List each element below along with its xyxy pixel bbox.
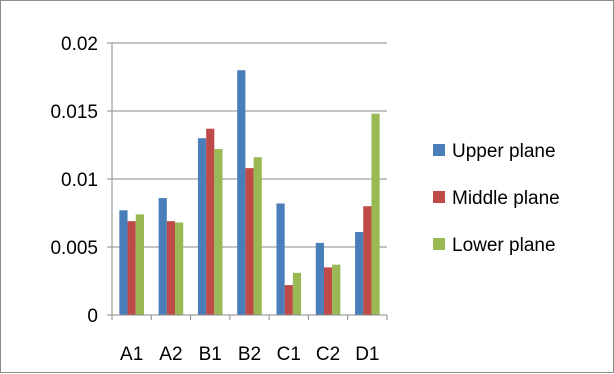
legend-label: Middle plane xyxy=(452,188,560,209)
bar xyxy=(166,221,176,315)
legend-swatch xyxy=(433,144,445,156)
y-tick-label: 0.01 xyxy=(61,170,98,191)
x-tick-label: A1 xyxy=(120,344,143,365)
bar xyxy=(315,242,324,315)
legend: Upper plane Middle plane Lower plane xyxy=(433,141,560,256)
x-tick-label: B2 xyxy=(238,344,261,365)
x-tick-label: C2 xyxy=(316,344,340,365)
legend-label: Upper plane xyxy=(452,141,556,162)
x-tick-label: A2 xyxy=(159,344,182,365)
bar xyxy=(292,272,302,315)
legend-swatch xyxy=(433,238,445,250)
bar xyxy=(253,157,262,315)
bar xyxy=(245,168,254,315)
bar xyxy=(237,70,246,315)
y-tick-label: 0 xyxy=(87,306,98,327)
bar xyxy=(197,138,207,315)
legend-label: Lower plane xyxy=(452,235,556,256)
tick-labels: 0 0.005 0.01 0.015 0.02 A1 A2 B1 B2 C1 C2 D1 xyxy=(50,34,379,365)
bars xyxy=(119,70,380,315)
bar xyxy=(175,222,184,315)
bar xyxy=(276,203,285,315)
bar xyxy=(355,232,364,315)
bar xyxy=(284,285,293,315)
bar xyxy=(332,264,341,315)
y-tick-label: 0.02 xyxy=(61,34,98,55)
bar xyxy=(135,214,144,315)
bar xyxy=(214,149,223,315)
x-tick-label: C1 xyxy=(277,344,301,365)
x-tick-label: D1 xyxy=(355,344,379,365)
bar xyxy=(363,206,372,315)
bar xyxy=(323,267,333,315)
bar xyxy=(119,210,128,315)
bar xyxy=(206,128,215,315)
bar xyxy=(371,113,380,315)
x-tick-label: B1 xyxy=(199,344,222,365)
bar xyxy=(127,221,136,315)
bar xyxy=(158,198,167,315)
axes xyxy=(107,42,388,320)
y-tick-label: 0.005 xyxy=(50,238,98,259)
y-tick-label: 0.015 xyxy=(50,102,98,123)
legend-swatch xyxy=(433,191,445,203)
